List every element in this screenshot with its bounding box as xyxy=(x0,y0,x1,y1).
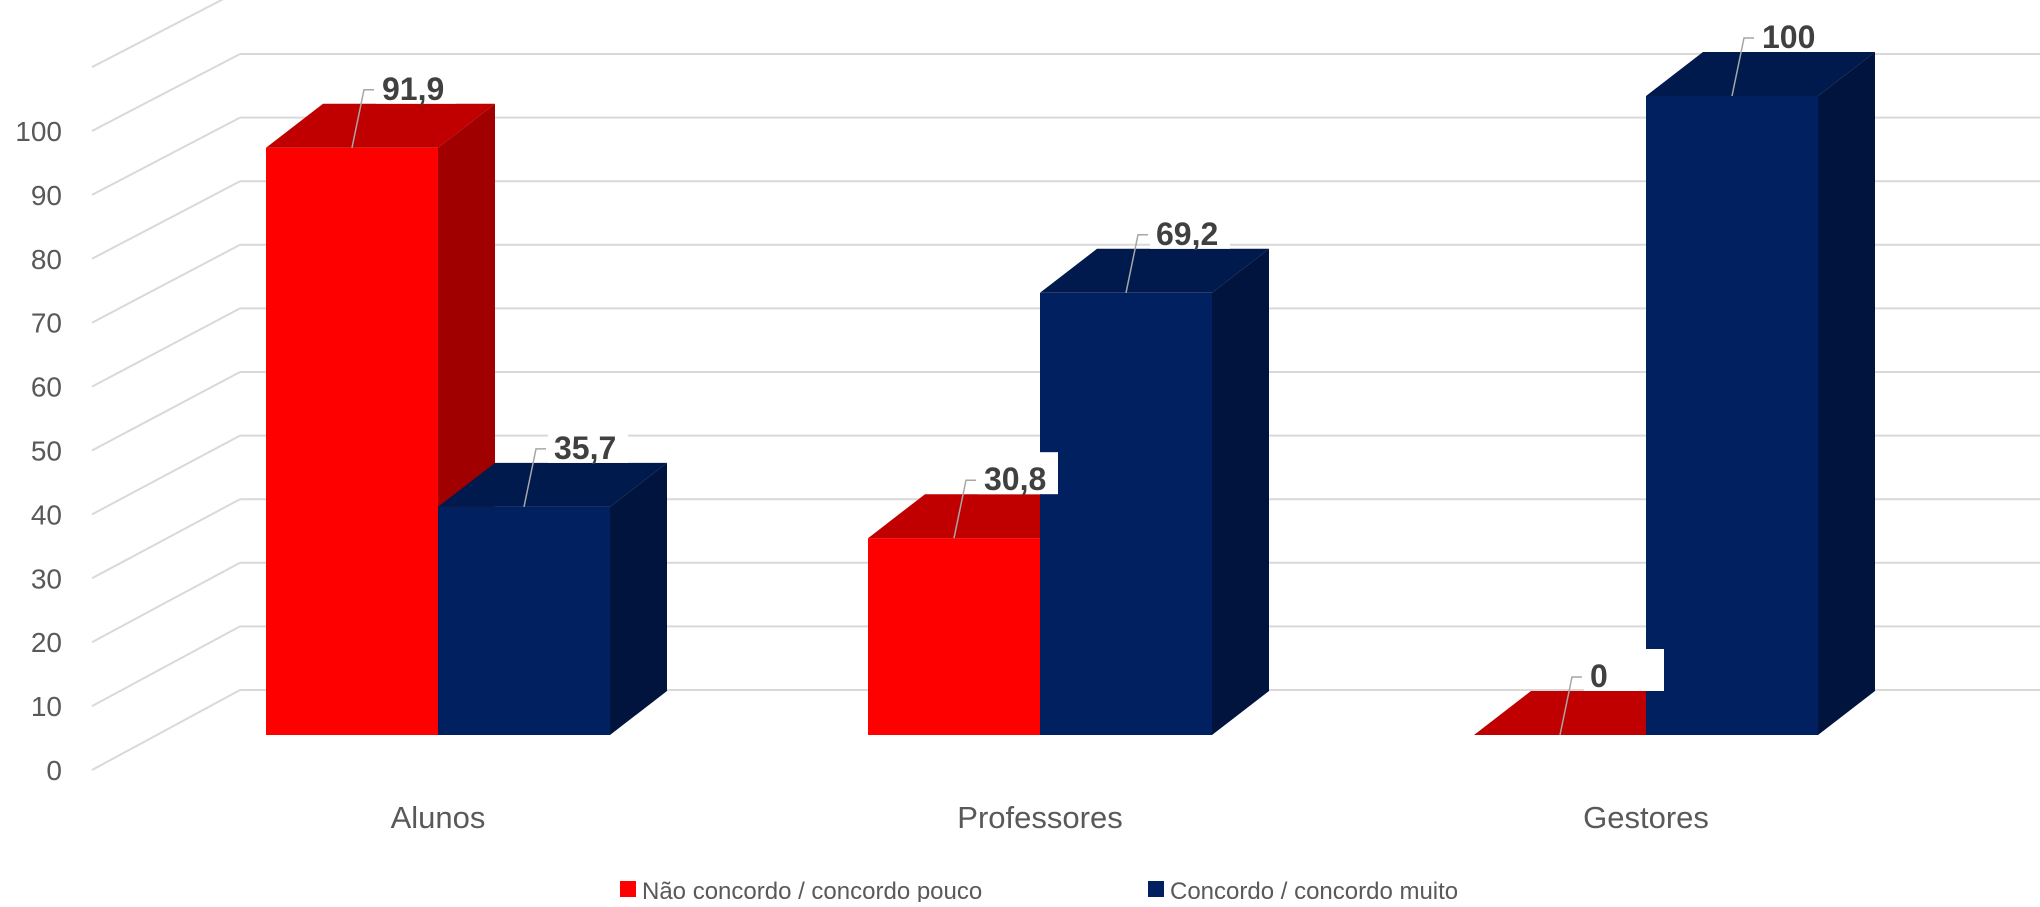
leader-line xyxy=(523,448,546,508)
leader-line xyxy=(1125,234,1148,293)
data-label-bg xyxy=(1756,10,1836,52)
gridline-diagonal xyxy=(91,307,241,388)
y-tick-label: 50 xyxy=(31,436,62,467)
x-tick-label: Alunos xyxy=(391,800,486,835)
data-label-bg xyxy=(1150,206,1230,249)
leader-line xyxy=(1559,676,1582,736)
y-tick-label: 10 xyxy=(31,691,62,722)
y-tick-label: 100 xyxy=(15,116,62,147)
x-tick-label: Professores xyxy=(957,800,1122,835)
data-label: 91,9 xyxy=(382,71,444,107)
bar-top xyxy=(868,494,1097,539)
leader-line xyxy=(953,479,976,539)
bar-front xyxy=(1646,96,1818,735)
y-tick-label: 90 xyxy=(31,180,62,211)
data-label: 30,8 xyxy=(984,461,1046,497)
y-tick-label: 70 xyxy=(31,308,62,339)
y-tick-label: 80 xyxy=(31,244,62,275)
data-label-bg xyxy=(548,420,628,463)
gridline-diagonal xyxy=(91,498,241,580)
gridline-diagonal xyxy=(91,180,241,260)
y-tick-label: 0 xyxy=(46,755,62,786)
bar-front xyxy=(1040,292,1212,735)
y-axis-ticks: 0 10 20 30 40 50 60 70 80 90 100 xyxy=(15,116,62,786)
y-tick-label: 30 xyxy=(31,563,62,594)
bar-front xyxy=(266,147,438,735)
bar-top xyxy=(1646,52,1875,96)
legend-swatch-nao-concordo xyxy=(620,881,636,897)
y-tick-label: 20 xyxy=(31,627,62,658)
gridline-diagonal xyxy=(91,371,241,452)
bar xyxy=(1474,691,1703,735)
bar-front xyxy=(868,538,1040,735)
data-labels: 91,9 35,7 30,8 69,2 0 100 xyxy=(351,10,1836,736)
bar xyxy=(1040,248,1269,735)
gridline-diagonal xyxy=(91,689,241,771)
gridline-diagonal xyxy=(91,0,224,68)
legend-label-concordo: Concordo / concordo muito xyxy=(1170,878,1458,902)
bar xyxy=(438,462,667,735)
bar-top xyxy=(266,103,495,148)
bar-top xyxy=(438,462,667,507)
gridline-diagonal xyxy=(91,625,241,707)
leader-line xyxy=(1731,37,1754,97)
data-label-bg xyxy=(1584,649,1664,691)
data-label-bg xyxy=(978,452,1058,495)
gridline-diagonal xyxy=(91,243,241,324)
gridline-diagonal xyxy=(91,53,241,132)
x-axis-categories: Alunos Professores Gestores xyxy=(391,800,1709,835)
bar-top xyxy=(1474,691,1703,735)
data-label: 69,2 xyxy=(1156,216,1218,252)
gridline-diagonal xyxy=(91,116,241,196)
x-tick-label: Gestores xyxy=(1583,800,1709,835)
bar-top xyxy=(1040,248,1269,293)
bar xyxy=(1646,52,1875,735)
bar-side xyxy=(1212,248,1269,735)
bar-side xyxy=(610,462,667,735)
data-label: 0 xyxy=(1590,658,1608,694)
y-tick-label: 40 xyxy=(31,499,62,530)
data-label: 35,7 xyxy=(554,430,616,466)
bar-front xyxy=(438,506,610,735)
y-tick-label: 60 xyxy=(31,372,62,403)
gridline-diagonal xyxy=(91,434,241,516)
gridline-diagonal xyxy=(91,561,241,644)
data-label: 100 xyxy=(1762,19,1815,55)
legend-swatch-concordo xyxy=(1148,881,1164,897)
legend-label-nao-concordo: Não concordo / concordo pouco xyxy=(642,878,982,902)
legend: Não concordo / concordo pouco Concordo /… xyxy=(620,878,1458,905)
bars xyxy=(266,52,1875,735)
data-label-bg xyxy=(376,61,456,104)
leader-line xyxy=(351,89,374,148)
bar-side xyxy=(1818,52,1875,735)
